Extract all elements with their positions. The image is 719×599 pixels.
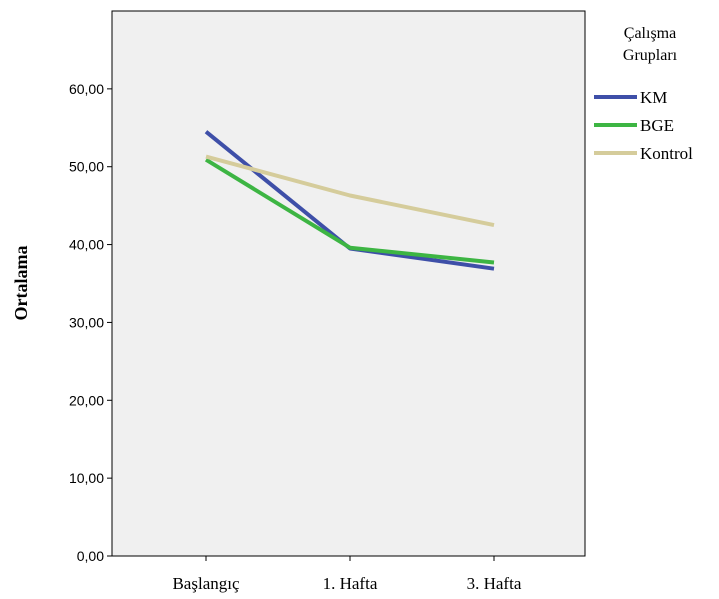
series-group bbox=[204, 130, 495, 271]
legend-title-line-1: Çalışma bbox=[624, 25, 676, 42]
y-axis-title: Ortalama bbox=[11, 246, 31, 321]
legend-items: KM BGE Kontrol bbox=[594, 88, 693, 163]
y-tick-label: 50,00 bbox=[69, 159, 104, 175]
legend-label-bge: BGE bbox=[640, 116, 674, 135]
y-tick-label: 30,00 bbox=[69, 314, 104, 330]
x-tick-label: Başlangıç bbox=[172, 574, 239, 593]
plot-area bbox=[111, 10, 586, 557]
x-tick-label: 1. Hafta bbox=[323, 574, 378, 593]
y-tick-label: 40,00 bbox=[69, 237, 104, 253]
legend-label-km: KM bbox=[640, 88, 667, 107]
x-axis: Başlangıç 1. Hafta 3. Hafta bbox=[172, 556, 522, 593]
legend-label-kontrol: Kontrol bbox=[640, 144, 693, 163]
y-tick-label: 10,00 bbox=[69, 470, 104, 486]
legend: Çalışma Grupları KM BGE Kontrol bbox=[594, 25, 693, 163]
x-tick-label: 3. Hafta bbox=[467, 574, 522, 593]
y-tick-label: 0,00 bbox=[77, 548, 104, 564]
legend-title-line-2: Grupları bbox=[623, 47, 678, 64]
y-tick-label: 60,00 bbox=[69, 81, 104, 97]
y-axis: 0,00 10,00 20,00 30,00 40,00 50,00 60,00 bbox=[69, 81, 112, 564]
y-tick-label: 20,00 bbox=[69, 392, 104, 408]
series-line-bge bbox=[204, 157, 495, 265]
series-line-kontrol bbox=[205, 154, 495, 228]
